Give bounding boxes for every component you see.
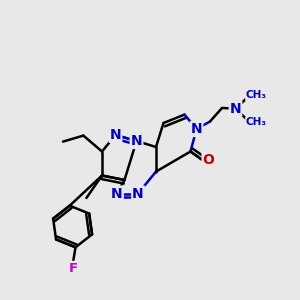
Text: N: N (111, 187, 123, 200)
Text: N: N (132, 187, 144, 200)
Text: N: N (230, 102, 241, 116)
Text: CH₃: CH₃ (246, 117, 267, 128)
Text: O: O (202, 153, 214, 166)
Text: CH₃: CH₃ (246, 90, 267, 100)
Text: F: F (69, 262, 78, 275)
Text: N: N (191, 122, 202, 136)
Text: N: N (110, 128, 121, 142)
Text: N: N (131, 134, 142, 148)
